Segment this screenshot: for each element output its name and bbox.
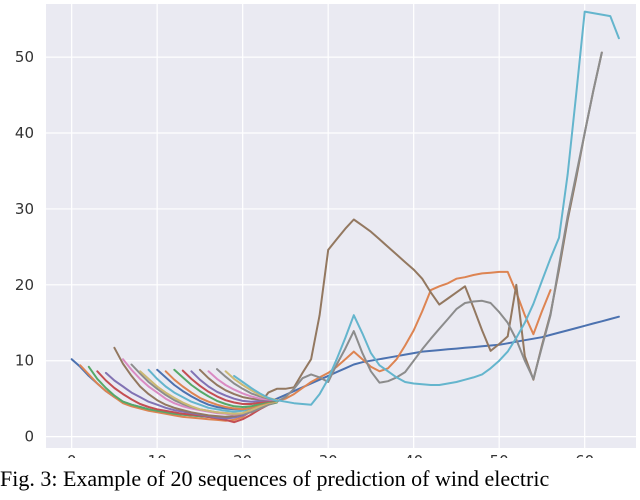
series-line-2 [79, 270, 552, 422]
y-tick-label: 50 [15, 48, 34, 66]
series-line-15 [190, 370, 278, 403]
series-line-4 [96, 370, 278, 424]
y-tick-label: 30 [15, 200, 34, 218]
series-line-17 [207, 370, 278, 402]
figure-caption: Fig. 3: Example of 20 sequences of predi… [0, 466, 550, 491]
y-axis-tick-labels: 0 10 20 30 40 50 [15, 48, 34, 445]
y-tick-label: 10 [15, 352, 34, 370]
y-tick-label: 20 [15, 276, 34, 294]
series-line-13 [173, 368, 278, 408]
plot-background [46, 4, 636, 448]
x-axis-tick-labels: 0 10 20 30 40 50 60 [67, 452, 594, 458]
line-chart: 0 10 20 30 40 50 60 0 10 20 30 40 50 [15, 4, 636, 458]
x-tick-label: 60 [575, 452, 594, 458]
y-tick-label: 0 [24, 428, 34, 446]
series-line-9 [139, 370, 278, 415]
x-tick-label: 0 [67, 452, 77, 458]
series-line-6 [113, 51, 603, 418]
series-lines [70, 10, 620, 424]
grid-lines [46, 4, 636, 448]
series-line-14 [181, 369, 278, 405]
x-tick-label: 20 [233, 452, 252, 458]
x-tick-label: 40 [404, 452, 423, 458]
x-tick-label: 10 [148, 452, 167, 458]
x-tick-label: 30 [319, 452, 338, 458]
y-tick-label: 40 [15, 124, 34, 142]
series-line-10 [147, 10, 620, 413]
x-tick-label: 50 [490, 452, 509, 458]
series-line-20 [233, 374, 278, 402]
